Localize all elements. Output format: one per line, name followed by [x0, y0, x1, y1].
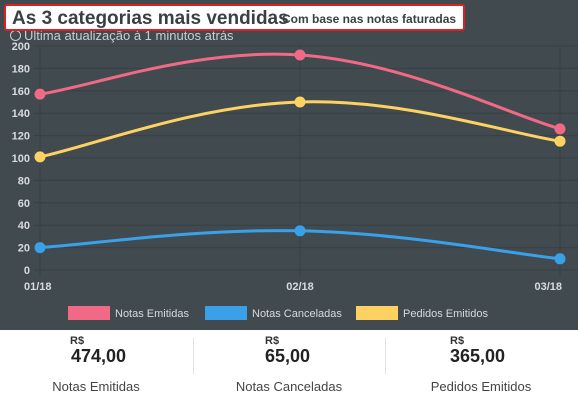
stat-divider	[385, 338, 386, 374]
stat-pedidos-emitidos: R$ 365,00 Pedidos Emitidos	[385, 330, 577, 408]
legend-swatch	[205, 306, 247, 320]
y-tick-label: 0	[24, 265, 30, 277]
data-point	[554, 123, 566, 135]
legend-swatch	[356, 306, 398, 320]
x-tick-label: 01/18	[24, 281, 52, 293]
y-tick-label: 100	[12, 153, 30, 165]
data-point	[294, 49, 306, 61]
stat-notas-canceladas: R$ 65,00 Notas Canceladas	[193, 330, 385, 408]
stat-notas-emitidas: R$ 474,00 Notas Emitidas	[0, 330, 192, 408]
stat-value: 65,00	[265, 346, 311, 366]
stats-row: R$ 474,00 Notas Emitidas R$ 65,00 Notas …	[0, 330, 578, 408]
stat-label: Pedidos Emitidos	[430, 379, 532, 394]
stat-label: Notas Emitidas	[52, 379, 140, 394]
stat-label: Notas Canceladas	[235, 379, 343, 394]
y-tick-label: 180	[12, 63, 30, 75]
x-tick-label: 02/18	[286, 281, 314, 293]
y-tick-label: 120	[12, 131, 30, 143]
data-point	[554, 135, 566, 147]
chart-title: As 3 categorias mais vendidas	[12, 8, 289, 29]
chart-subtitle: Com base nas notas faturadas	[282, 12, 457, 26]
legend-label: Pedidos Emitidos	[403, 308, 488, 320]
stat-value: 365,00	[450, 346, 506, 366]
data-point	[554, 253, 566, 265]
data-point	[34, 242, 46, 254]
y-tick-label: 60	[18, 198, 30, 210]
stat-value: 474,00	[71, 346, 127, 366]
stat-divider	[193, 338, 194, 374]
line-chart: 0 20 40 60 80 100 120 140 160 180 200 01/18 02/18 03…	[12, 41, 578, 320]
y-tick-label: 140	[12, 108, 30, 120]
y-tick-label: 200	[12, 41, 30, 53]
y-tick-label: 160	[12, 86, 30, 98]
x-tick-label: 03/18	[534, 281, 562, 293]
y-tick-label: 20	[18, 243, 30, 255]
data-point	[34, 88, 46, 100]
chart-title-box: As 3 categorias mais vendidas Com base n…	[4, 4, 465, 31]
y-tick-label: 40	[18, 220, 30, 232]
clock-icon	[10, 30, 21, 41]
legend-label: Notas Emitidas	[115, 308, 189, 320]
legend-swatch	[68, 306, 110, 320]
data-point	[34, 151, 46, 163]
stat-currency: R$	[70, 335, 85, 347]
y-tick-label: 80	[18, 175, 30, 187]
legend-label: Notas Canceladas	[252, 308, 342, 320]
stat-currency: R$	[265, 335, 280, 347]
stat-currency: R$	[450, 335, 465, 347]
last-update-text: Última atualização à 1 minutos atrás	[24, 30, 234, 43]
data-point	[294, 96, 306, 108]
last-update-row: Última atualização à 1 minutos atrás	[10, 30, 234, 44]
data-point	[294, 225, 306, 237]
